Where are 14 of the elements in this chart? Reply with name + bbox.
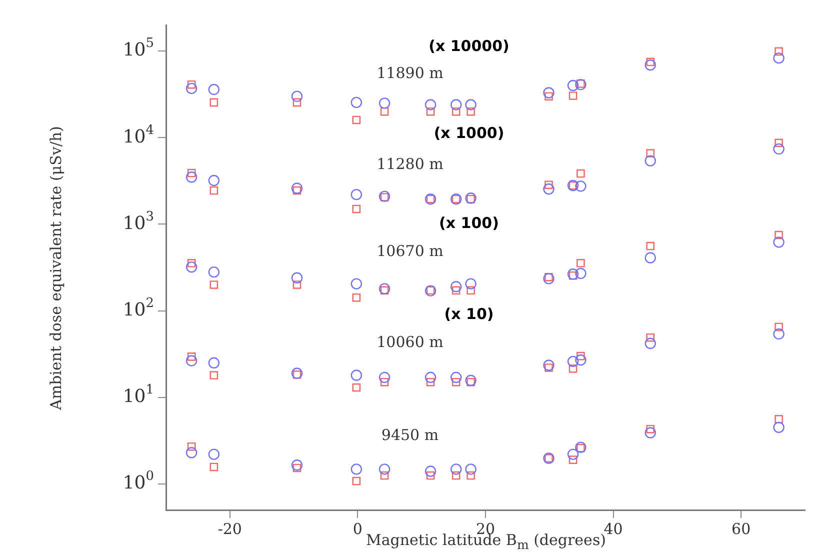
x-tick-label: -20 — [218, 520, 242, 538]
annotation: 10060 m — [376, 332, 444, 351]
annotation: 11890 m — [376, 64, 444, 82]
y-axis-title: Ambient dose equivalent rate (μSv/h) — [47, 126, 65, 410]
annotation: (x 10) — [444, 304, 494, 323]
annotation: (x 100) — [439, 214, 499, 232]
annotation: 11280 m — [376, 154, 444, 173]
annotation: (x 10000) — [428, 36, 510, 55]
annotation: (x 1000) — [434, 124, 504, 142]
x-tick-label: 0 — [352, 520, 362, 538]
x-tick-label: 60 — [732, 520, 751, 538]
annotation: 9450 m — [381, 426, 439, 444]
x-tick-label: 40 — [604, 520, 623, 538]
annotation: 10670 m — [376, 242, 444, 260]
